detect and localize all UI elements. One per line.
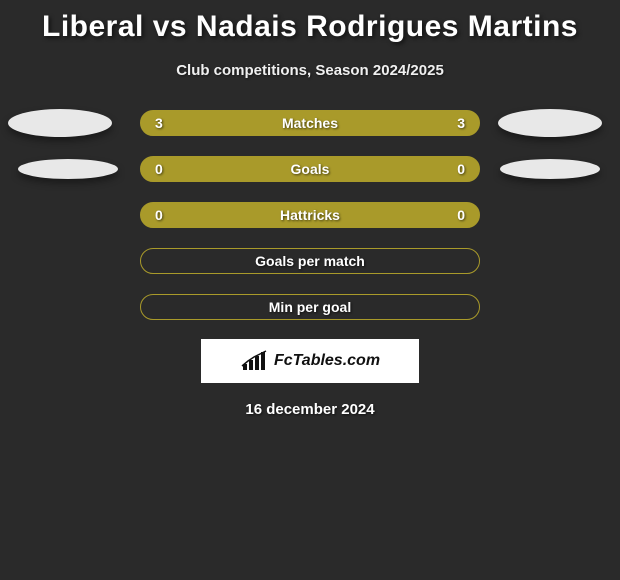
stats-rows: 3 Matches 3 0 Goals 0 0 Hattricks 0 Goal… <box>0 109 620 321</box>
ellipse-right-matches <box>498 109 602 137</box>
stat-label: Hattricks <box>280 207 340 223</box>
stat-row-hattricks: 0 Hattricks 0 <box>0 201 620 229</box>
page-title: Liberal vs Nadais Rodrigues Martins <box>0 0 620 44</box>
stat-left-value: 0 <box>155 207 163 223</box>
stat-bar-mpg: Min per goal <box>140 294 480 320</box>
chart-icon <box>240 350 268 372</box>
stat-left-value: 3 <box>155 115 163 131</box>
page-subtitle: Club competitions, Season 2024/2025 <box>0 62 620 79</box>
ellipse-right-goals <box>500 159 600 179</box>
stat-label: Min per goal <box>269 299 351 315</box>
stat-bar-matches: 3 Matches 3 <box>140 110 480 136</box>
stat-right-value: 3 <box>457 115 465 131</box>
logo-text: FcTables.com <box>274 352 380 370</box>
stat-left-value: 0 <box>155 161 163 177</box>
stat-right-value: 0 <box>457 161 465 177</box>
ellipse-left-goals <box>18 159 118 179</box>
stat-label: Goals per match <box>255 253 365 269</box>
stat-bar-goals: 0 Goals 0 <box>140 156 480 182</box>
stat-row-gpm: Goals per match <box>0 247 620 275</box>
stat-bar-hattricks: 0 Hattricks 0 <box>140 202 480 228</box>
date-line: 16 december 2024 <box>0 401 620 418</box>
ellipse-left-matches <box>8 109 112 137</box>
logo-box: FcTables.com <box>201 339 419 383</box>
stat-row-matches: 3 Matches 3 <box>0 109 620 137</box>
stat-bar-gpm: Goals per match <box>140 248 480 274</box>
stat-row-mpg: Min per goal <box>0 293 620 321</box>
stat-label: Matches <box>282 115 338 131</box>
stat-row-goals: 0 Goals 0 <box>0 155 620 183</box>
stat-right-value: 0 <box>457 207 465 223</box>
stat-label: Goals <box>291 161 330 177</box>
